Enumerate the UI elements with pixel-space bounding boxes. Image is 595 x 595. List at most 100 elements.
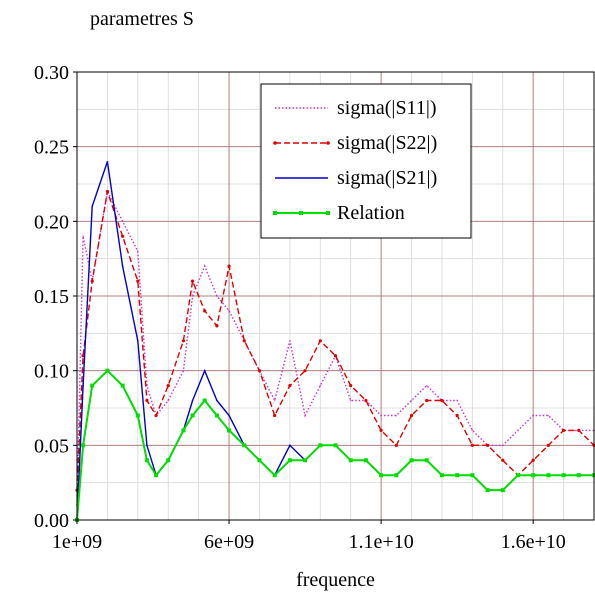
data-point bbox=[82, 235, 84, 238]
legend-marker bbox=[326, 141, 330, 145]
data-point bbox=[288, 384, 292, 388]
data-point bbox=[215, 295, 218, 297]
data-point bbox=[333, 443, 338, 448]
data-point bbox=[273, 413, 277, 418]
data-point bbox=[190, 413, 195, 418]
data-point bbox=[215, 399, 218, 402]
data-point bbox=[455, 473, 460, 478]
data-point bbox=[120, 383, 125, 388]
data-point bbox=[363, 458, 368, 463]
data-point bbox=[242, 443, 247, 448]
x-tick-label: 1e+09 bbox=[52, 531, 102, 553]
data-point bbox=[182, 369, 185, 372]
data-point bbox=[547, 414, 550, 417]
series-line-1 bbox=[76, 191, 595, 491]
data-point bbox=[318, 339, 322, 343]
data-point bbox=[136, 339, 139, 342]
data-point bbox=[485, 443, 490, 447]
data-point bbox=[215, 324, 219, 328]
data-point bbox=[121, 265, 124, 268]
data-point bbox=[203, 265, 206, 268]
legend-label-0: sigma(|S11|) bbox=[337, 97, 436, 119]
x-tick-label: 1.6e+10 bbox=[501, 531, 566, 553]
data-point bbox=[166, 458, 171, 463]
data-point bbox=[455, 413, 459, 418]
data-point bbox=[532, 414, 535, 417]
data-point bbox=[106, 160, 109, 163]
data-point bbox=[146, 444, 148, 447]
data-point bbox=[81, 443, 86, 448]
data-point bbox=[288, 444, 291, 447]
data-point bbox=[500, 488, 505, 493]
data-point bbox=[425, 398, 429, 403]
data-point bbox=[425, 384, 428, 387]
legend-marker bbox=[273, 211, 277, 215]
data-point bbox=[242, 339, 246, 343]
data-point bbox=[181, 339, 186, 343]
y-tick-label: 0.20 bbox=[34, 211, 69, 233]
data-point bbox=[203, 369, 206, 372]
data-point bbox=[181, 428, 186, 433]
y-tick-label: 0.30 bbox=[34, 62, 69, 84]
data-point bbox=[470, 473, 475, 478]
data-point bbox=[228, 310, 230, 312]
data-point bbox=[214, 413, 219, 418]
data-point bbox=[380, 414, 383, 417]
data-point bbox=[501, 444, 504, 447]
legend-label-3: Relation bbox=[337, 202, 405, 224]
data-point bbox=[319, 384, 322, 387]
data-point bbox=[91, 205, 94, 208]
data-point bbox=[191, 399, 194, 402]
data-point bbox=[121, 220, 124, 223]
data-point bbox=[203, 309, 207, 313]
data-point bbox=[395, 414, 398, 417]
data-point bbox=[471, 429, 474, 432]
x-tick-label: 1.1e+10 bbox=[349, 531, 414, 553]
data-point bbox=[154, 413, 158, 418]
data-point bbox=[577, 428, 581, 432]
data-point bbox=[105, 189, 110, 194]
data-point bbox=[349, 399, 352, 402]
data-point bbox=[424, 458, 429, 463]
data-point bbox=[501, 458, 505, 462]
data-point bbox=[485, 488, 490, 493]
data-point bbox=[304, 414, 306, 417]
data-point bbox=[136, 250, 139, 253]
legend-label-1: sigma(|S22|) bbox=[337, 132, 437, 154]
legend-marker bbox=[299, 211, 303, 215]
data-point bbox=[318, 443, 323, 448]
data-point bbox=[561, 473, 566, 478]
data-point bbox=[394, 443, 398, 447]
data-point bbox=[379, 473, 384, 478]
data-point bbox=[531, 473, 536, 478]
data-point bbox=[228, 414, 230, 417]
data-point bbox=[364, 398, 368, 403]
data-point bbox=[379, 428, 383, 432]
data-point bbox=[105, 368, 110, 373]
data-point bbox=[546, 443, 550, 447]
series-line-3 bbox=[76, 369, 594, 521]
data-point bbox=[190, 279, 195, 283]
data-point bbox=[439, 473, 444, 478]
y-tick-label: 0.15 bbox=[34, 286, 69, 308]
data-point bbox=[288, 339, 291, 342]
data-point bbox=[82, 384, 84, 387]
data-point bbox=[287, 458, 292, 463]
data-point bbox=[349, 384, 353, 388]
data-point bbox=[136, 279, 140, 283]
data-point bbox=[121, 234, 125, 238]
x-tick-label: 6e+09 bbox=[204, 531, 254, 553]
data-point bbox=[515, 473, 520, 478]
data-point bbox=[333, 354, 338, 358]
data-point bbox=[273, 399, 276, 402]
data-point bbox=[272, 473, 277, 478]
data-point bbox=[394, 473, 399, 478]
data-point bbox=[90, 279, 94, 283]
data-point bbox=[145, 398, 149, 403]
data-point bbox=[303, 458, 308, 463]
data-point bbox=[456, 399, 459, 402]
y-tick-label: 0.05 bbox=[34, 435, 69, 457]
data-point bbox=[154, 473, 159, 478]
data-point bbox=[227, 264, 231, 268]
